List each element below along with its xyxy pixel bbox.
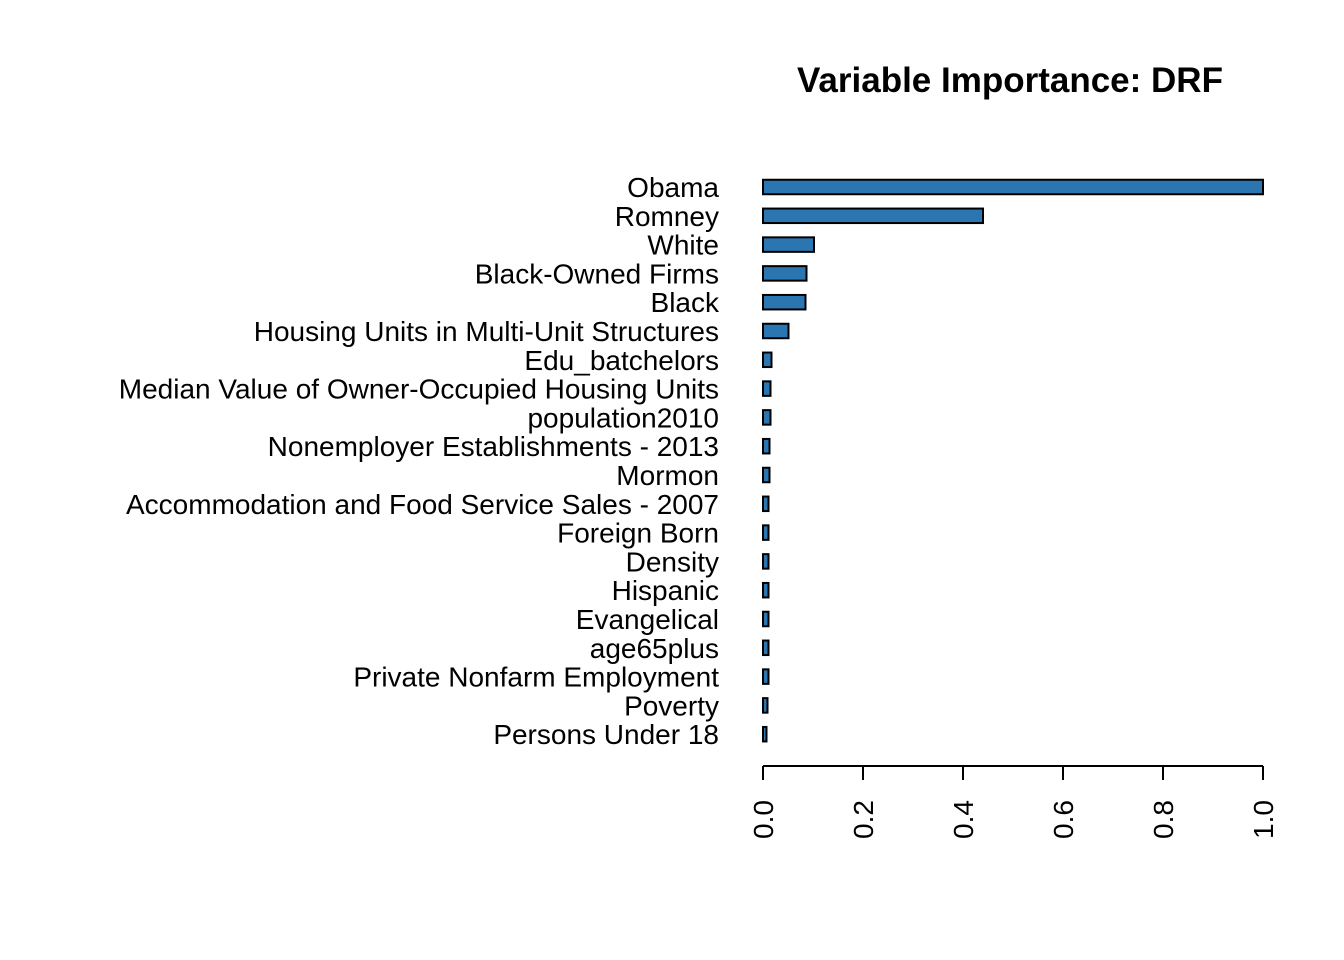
x-axis: 0.0 0.2 0.4 0.6 0.8 1.0 xyxy=(748,765,1279,839)
bar-17 xyxy=(762,668,770,685)
bar-15 xyxy=(762,610,770,628)
category-label-13: Density xyxy=(626,546,719,577)
category-label-0: Obama xyxy=(627,172,719,203)
bar-16 xyxy=(762,639,770,657)
category-label-2: White xyxy=(647,230,719,261)
bar-0 xyxy=(762,178,1264,196)
category-label-17: Private Nonfarm Employment xyxy=(353,662,719,693)
bar-12 xyxy=(762,524,770,541)
bar-4 xyxy=(762,293,807,311)
category-label-3: Black-Owned Firms xyxy=(475,258,719,289)
bar-7 xyxy=(762,380,772,397)
x-tick-label-0: 0.0 xyxy=(748,800,779,839)
bar-9 xyxy=(762,437,771,455)
bar-1 xyxy=(762,207,984,225)
bar-18 xyxy=(762,697,769,714)
bar-2 xyxy=(762,236,815,253)
bar-8 xyxy=(762,409,772,426)
category-label-4: Black xyxy=(651,287,720,318)
x-tick-label-4: 0.8 xyxy=(1148,800,1179,839)
category-label-18: Poverty xyxy=(624,690,719,721)
bar-3 xyxy=(762,265,808,282)
bar-6 xyxy=(762,351,773,369)
x-tick-label-2: 0.4 xyxy=(948,800,979,839)
category-label-1: Romney xyxy=(615,201,719,232)
x-tick-label-5: 1.0 xyxy=(1248,800,1279,839)
bar-10 xyxy=(762,466,771,484)
bar-13 xyxy=(762,553,770,570)
category-label-11: Accommodation and Food Service Sales - 2… xyxy=(126,489,719,520)
x-tick-label-1: 0.2 xyxy=(848,800,879,839)
category-label-8: population2010 xyxy=(527,402,719,433)
category-label-19: Persons Under 18 xyxy=(493,719,719,750)
category-label-7: Median Value of Owner-Occupied Housing U… xyxy=(119,374,719,405)
bar-14 xyxy=(762,581,770,599)
category-label-10: Mormon xyxy=(616,460,719,491)
category-label-6: Edu_batchelors xyxy=(524,345,719,376)
bars-group xyxy=(762,178,1264,743)
category-label-9: Nonemployer Establishments - 2013 xyxy=(268,431,719,462)
category-label-12: Foreign Born xyxy=(557,518,719,549)
category-label-15: Evangelical xyxy=(576,604,719,635)
category-label-16: age65plus xyxy=(590,633,719,664)
category-label-14: Hispanic xyxy=(612,575,719,606)
bar-5 xyxy=(762,322,790,340)
category-label-5: Housing Units in Multi-Unit Structures xyxy=(254,316,719,347)
x-tick-label-3: 0.6 xyxy=(1048,800,1079,839)
chart-title: Variable Importance: DRF xyxy=(797,61,1223,100)
bar-11 xyxy=(762,495,770,513)
bar-19 xyxy=(762,725,768,743)
